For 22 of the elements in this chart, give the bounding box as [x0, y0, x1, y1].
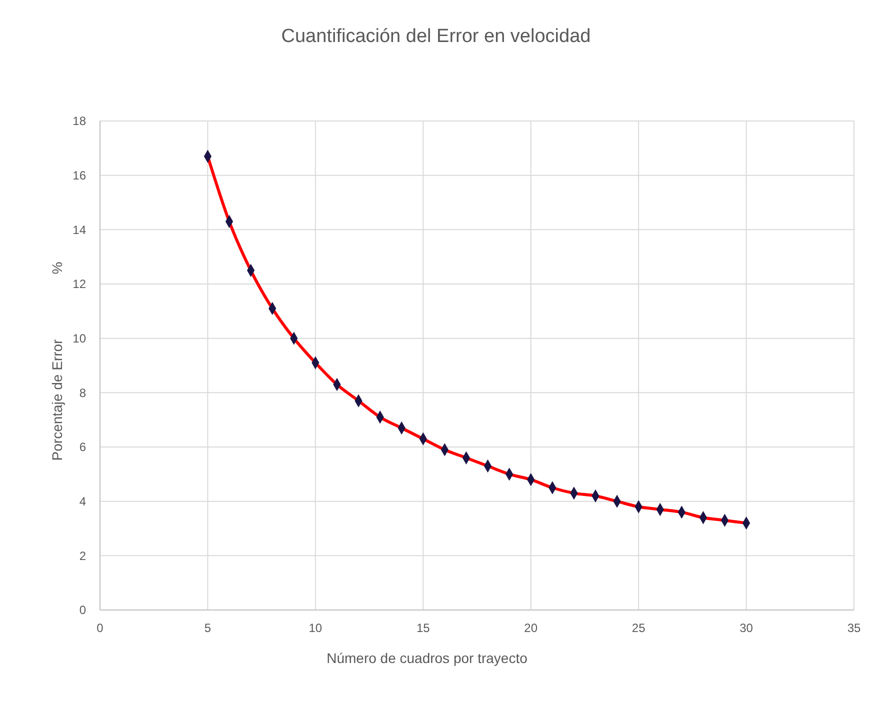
- x-tick-label: 10: [308, 621, 322, 635]
- x-axis-title: Número de cuadros por trayecto: [326, 650, 528, 666]
- chart-title: Cuantificación del Error en velocidad: [281, 26, 591, 47]
- x-tick-label: 0: [96, 621, 104, 635]
- x-tick-label: 5: [204, 621, 212, 635]
- x-tick-label: 25: [632, 621, 646, 635]
- y-tick-label: 16: [72, 168, 86, 183]
- x-tick-label: 15: [416, 621, 430, 635]
- y-tick-label: 0: [79, 603, 86, 618]
- y-tick-label: 10: [72, 332, 86, 346]
- y-tick-label: 2: [79, 548, 86, 563]
- x-tick-label: 30: [740, 621, 754, 635]
- y-tick-label: 6: [79, 440, 86, 454]
- y-tick-label: 12: [72, 277, 86, 292]
- x-tick-label: 20: [524, 621, 538, 635]
- y-axis-title: Porcentaje de Error: [49, 338, 65, 461]
- text: %: [49, 262, 65, 274]
- y-tick-label: 8: [79, 386, 86, 400]
- y-tick-label: 4: [79, 494, 86, 509]
- y-tick-label: 18: [72, 114, 86, 128]
- x-tick-label: 35: [847, 621, 861, 635]
- y-tick-label: 14: [72, 222, 86, 237]
